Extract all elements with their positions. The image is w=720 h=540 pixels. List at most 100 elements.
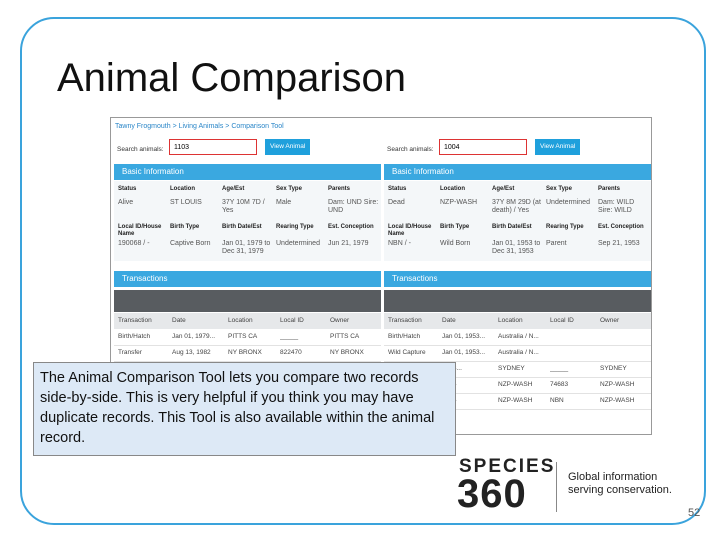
row-line <box>114 361 381 362</box>
row-line <box>384 345 651 346</box>
field-value: Male <box>276 199 292 206</box>
field-label: Sex Type <box>276 186 302 192</box>
column-header: Owner <box>600 317 620 324</box>
callout: The Animal Comparison Tool lets you comp… <box>33 362 456 456</box>
field-value: 37Y 8M 29D (at death) / Yes <box>492 199 541 214</box>
column-header: Owner <box>330 317 350 324</box>
toolbar <box>384 290 651 312</box>
field-value: NBN / - <box>388 240 411 247</box>
table-cell: 822470 <box>280 349 302 356</box>
table-cell: PITTS CA <box>330 333 360 340</box>
field-value: Sep 21, 1953 <box>598 240 640 247</box>
field-label: Status <box>118 186 137 192</box>
table-cell: NY BRONX <box>228 349 262 356</box>
field-value: Undetermined <box>276 240 320 247</box>
column-header: Local ID <box>280 317 304 324</box>
field-value: Dam: UND Sire: UND <box>328 199 379 214</box>
table-cell: 74683 <box>550 381 569 388</box>
field-label: Location <box>170 186 195 192</box>
field-label: Location <box>440 186 465 192</box>
table-cell: Australia / N... <box>498 349 539 356</box>
table-cell: Transfer <box>118 349 142 356</box>
field-value: Jan 01, 1979 to Dec 31, 1979 <box>222 240 271 255</box>
field-label: Parents <box>598 186 621 192</box>
table-cell: Birth/Hatch <box>118 333 151 340</box>
field-value: Parent <box>546 240 567 247</box>
search-select[interactable]: 1004 <box>439 139 527 155</box>
table-cell: _____ <box>280 333 299 340</box>
row-line <box>384 409 651 410</box>
table-cell: Wild Capture <box>388 349 426 356</box>
field-area <box>114 181 381 261</box>
field-value: Dead <box>388 199 405 206</box>
table-cell: Jan 01, 1953... <box>442 333 486 340</box>
logo-name: SPECIES <box>459 456 556 477</box>
field-value: Undetermined <box>546 199 590 206</box>
field-label: Parents <box>328 186 351 192</box>
table-cell: PITTS CA <box>228 333 258 340</box>
table-cell: Jan 01, 1953... <box>442 349 486 356</box>
field-value: Captive Born <box>170 240 211 247</box>
column-header: Location <box>228 317 253 324</box>
table-cell: NBN <box>550 397 564 404</box>
field-label: Rearing Type <box>276 224 314 230</box>
field-label: Rearing Type <box>546 224 584 230</box>
field-value: Jan 01, 1953 to Dec 31, 1953 <box>492 240 541 255</box>
breadcrumb[interactable]: Tawny Frogmouth > Living Animals > Compa… <box>115 123 284 130</box>
table-cell: NZP-WASH <box>600 397 635 404</box>
field-label: Status <box>388 186 407 192</box>
field-label: Local ID/House Name <box>388 224 432 237</box>
table-cell: _____ <box>550 365 569 372</box>
table-cell: SYDNEY <box>498 365 525 372</box>
field-value: NZP-WASH <box>440 199 478 206</box>
slide-title: Animal Comparison <box>57 56 407 100</box>
logo-divider <box>556 462 557 512</box>
column-header: Location <box>498 317 523 324</box>
table-cell: Australia / N... <box>498 333 539 340</box>
field-label: Local ID/House Name <box>118 224 162 237</box>
field-value: 37Y 10M 7D / Yes <box>222 199 265 214</box>
row-line <box>114 345 381 346</box>
field-value: ST LOUIS <box>170 199 202 206</box>
field-value: Wild Born <box>440 240 471 247</box>
search-label: Search animals: <box>117 146 164 153</box>
page-number: 52 <box>688 507 701 519</box>
column-header: Local ID <box>550 317 574 324</box>
section-header: Transactions <box>384 271 651 287</box>
table-cell: NY BRONX <box>330 349 364 356</box>
column-header: Date <box>442 317 456 324</box>
field-label: Est. Conception <box>598 224 644 230</box>
logo-tagline: Global information serving conservation. <box>568 471 672 496</box>
toolbar <box>114 290 381 312</box>
table-cell: Aug 13, 1982 <box>172 349 211 356</box>
column-header: Date <box>172 317 186 324</box>
table-cell: NZP-WASH <box>600 381 635 388</box>
slide-frame <box>20 17 706 525</box>
view-animal-button[interactable]: View Animal <box>265 139 311 155</box>
field-value: Dam: WILD Sire: WILD <box>598 199 635 214</box>
search-label: Search animals: <box>387 146 434 153</box>
field-label: Sex Type <box>546 186 572 192</box>
column-header-row <box>384 313 651 329</box>
table-cell: NZP-WASH <box>498 397 533 404</box>
column-header: Transaction <box>388 317 422 324</box>
field-value: Alive <box>118 199 134 206</box>
field-label: Age/Est <box>222 186 245 192</box>
table-cell: Birth/Hatch <box>388 333 421 340</box>
table-cell: SYDNEY <box>600 365 627 372</box>
row-line <box>384 393 651 394</box>
column-header-row <box>114 313 381 329</box>
field-label: Birth Type <box>170 224 200 230</box>
view-animal-button[interactable]: View Animal <box>535 139 581 155</box>
field-label: Birth Date/Est <box>492 224 532 230</box>
section-header: Transactions <box>114 271 381 287</box>
logo-number: 360 <box>457 472 527 516</box>
table-cell: Jan 01, 1979... <box>172 333 216 340</box>
field-value: Jun 21, 1979 <box>328 240 369 247</box>
row-line <box>384 361 651 362</box>
field-label: Birth Type <box>440 224 470 230</box>
search-select[interactable]: 1103 <box>169 139 257 155</box>
field-area <box>384 181 651 261</box>
section-header: Basic Information <box>114 164 381 180</box>
